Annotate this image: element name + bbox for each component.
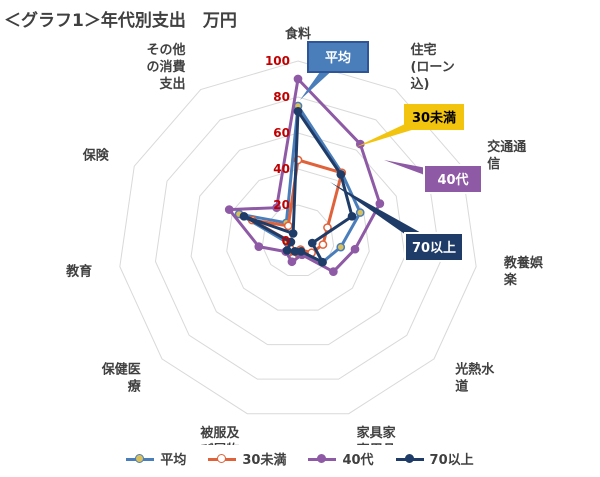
data-point — [375, 199, 385, 208]
tick-label: 100 — [265, 54, 290, 68]
legend-label: 40代 — [342, 453, 374, 468]
data-point — [254, 242, 264, 251]
legend-item: 30未満 — [208, 449, 286, 468]
radar-grid — [119, 60, 477, 415]
legend-item: 70以上 — [395, 449, 474, 468]
axis-label: び履物 — [200, 442, 239, 445]
axis-label: の消費 — [147, 59, 186, 75]
legend-swatch — [395, 453, 424, 464]
data-point — [290, 247, 300, 256]
tick-label: 80 — [273, 90, 290, 104]
axis-label: 交通通 — [487, 139, 526, 155]
grid-ring — [226, 168, 370, 311]
data-point — [283, 221, 293, 231]
data-point — [347, 211, 357, 221]
axis-label: その他 — [147, 42, 186, 58]
axis-label: 家具家 — [357, 425, 397, 441]
callout-box — [423, 164, 483, 194]
axis-label: 住宅 — [410, 42, 436, 58]
tick-label: 60 — [273, 126, 290, 140]
data-point — [282, 246, 292, 255]
callout-label: 平均 — [325, 50, 351, 66]
legend-label: 70以上 — [429, 453, 474, 468]
axis-label: 込) — [410, 76, 429, 92]
callout-label: 30未満 — [412, 110, 456, 126]
data-point — [288, 229, 298, 238]
axis-label: 療 — [128, 378, 142, 394]
data-point — [329, 267, 338, 276]
axis-label: (ローン — [410, 60, 454, 75]
axis-label: 教育 — [65, 263, 92, 279]
callout-box — [307, 41, 369, 73]
legend-label: 平均 — [160, 453, 187, 468]
legend-swatch — [208, 453, 237, 464]
data-point — [318, 240, 328, 249]
radar-tick-labels: 0 20 40 60 80 100 — [265, 54, 290, 248]
legend-item: 平均 — [126, 449, 186, 468]
grid-ring — [119, 60, 477, 415]
axis-label: 楽 — [503, 272, 518, 288]
chart-title: ＜グラフ1＞年代別支出 万円 — [4, 11, 237, 31]
axis-label: 食料 — [285, 26, 311, 42]
legend: 平均 30未満 40代 70以上 — [0, 449, 600, 468]
data-point — [286, 237, 296, 247]
axis-label: 保険 — [82, 147, 110, 163]
data-point — [307, 238, 317, 248]
data-point — [318, 257, 327, 267]
data-point — [355, 208, 365, 217]
axis-label: 支出 — [159, 76, 186, 92]
grid-ring — [190, 132, 406, 346]
legend-swatch — [126, 453, 155, 464]
callout-label: 40代 — [437, 172, 468, 188]
data-point — [272, 203, 281, 213]
axis-label: 教養娯 — [503, 255, 543, 271]
radar-series — [224, 74, 385, 276]
series-line — [242, 109, 354, 264]
data-point — [287, 257, 297, 267]
callout-label: 70以上 — [412, 241, 456, 256]
data-point — [336, 242, 346, 252]
data-point — [293, 107, 303, 116]
tick-label: 20 — [273, 198, 290, 212]
tick-label: 40 — [273, 162, 290, 176]
data-point — [336, 170, 346, 179]
axis-label: 光熱水 — [454, 361, 495, 377]
legend-swatch — [308, 453, 337, 464]
data-point — [350, 244, 360, 254]
data-point — [224, 205, 234, 214]
callout-box — [404, 232, 464, 262]
legend-item: 40代 — [308, 449, 374, 468]
axis-label: 保健医 — [101, 361, 141, 377]
data-point — [239, 211, 249, 221]
callout-box — [404, 104, 464, 130]
data-point — [293, 74, 303, 84]
series-callouts: 平均 30未満 40代 70以上 — [300, 41, 483, 262]
axis-label: 事用品 — [357, 442, 396, 445]
axis-label: 道 — [455, 378, 468, 394]
axis-label: 信 — [487, 156, 500, 172]
series-line — [227, 77, 382, 274]
legend-label: 30未満 — [242, 453, 287, 468]
tick-label: 0 — [282, 234, 290, 248]
axis-label: 被服及 — [199, 425, 240, 441]
